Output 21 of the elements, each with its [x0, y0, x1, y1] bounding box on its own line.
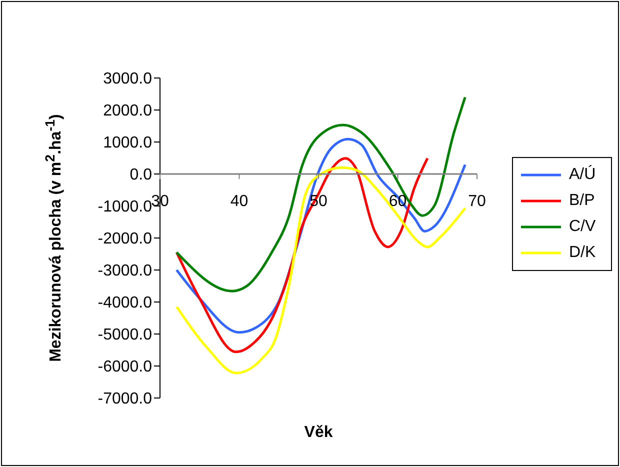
y-tick-label: -3000.0: [98, 262, 152, 280]
y-tick-label: -1000.0: [98, 198, 152, 216]
y-tick-label: -6000.0: [98, 358, 152, 376]
line-series: [175, 96, 466, 292]
legend-label: A/Ú: [569, 166, 596, 184]
y-tick-label: -2000.0: [98, 230, 152, 248]
y-tick-label: 2000.0: [103, 102, 152, 120]
x-axis-title: Věk: [304, 424, 333, 442]
legend-label: B/P: [569, 192, 595, 210]
x-tick-label: 70: [468, 193, 486, 210]
line-series: [175, 166, 466, 374]
legend-label: D/K: [569, 244, 596, 262]
y-tick-label: -7000.0: [98, 390, 152, 408]
line-series: [175, 157, 429, 354]
legend-label: C/V: [569, 218, 596, 236]
y-tick-label: 1000.0: [103, 134, 152, 152]
y-tick-label: -5000.0: [98, 326, 152, 344]
x-tick-label: 40: [230, 193, 248, 210]
y-tick-label: 0.0: [130, 166, 152, 184]
y-tick-label: 3000.0: [103, 70, 152, 88]
y-tick-label: -4000.0: [98, 294, 152, 312]
